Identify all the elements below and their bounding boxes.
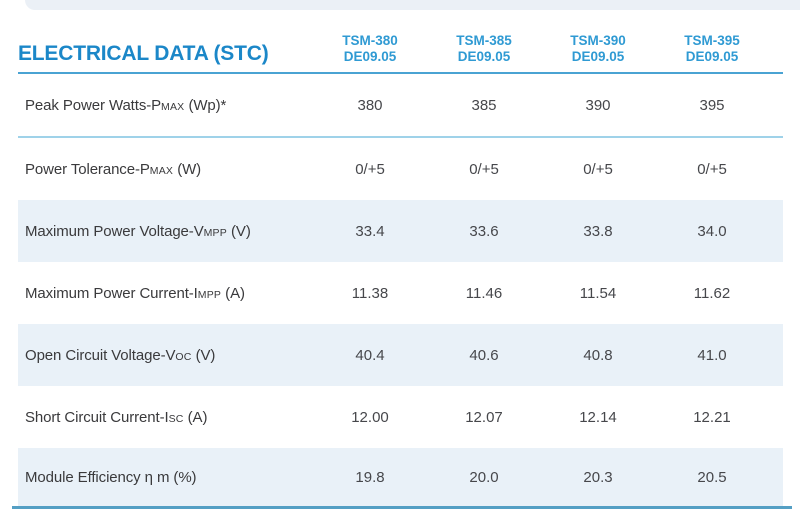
label-unit: (A) [183,408,208,426]
label-text: Peak Power Watts-P [25,96,162,114]
column-code: DE09.05 [571,49,625,65]
label-subscript: OC [175,350,192,363]
column-code: DE09.05 [343,49,397,65]
value-cell: 380 [357,96,383,114]
label-text: Power Tolerance-P [25,160,150,178]
table-row: Power Tolerance-PMAX (W) 0/+5 0/+5 0/+5 … [18,138,783,200]
value-cell: 12.07 [465,408,503,426]
label-subscript: MAX [149,164,174,177]
value-cell: 33.6 [469,222,499,240]
value-cell: 0/+5 [697,160,727,178]
label-text: Module Efficiency η m (%) [25,468,197,486]
parameter-label: Maximum Power Voltage-VMPP (V) [18,223,313,240]
value-cell: 19.8 [355,468,385,486]
parameter-label: Open Circuit Voltage-VOC (V) [18,347,313,364]
parameter-label: Maximum Power Current-IMPP (A) [18,285,313,302]
column-code: DE09.05 [457,49,511,65]
value-cell: 12.21 [693,408,731,426]
label-unit: (A) [221,284,245,302]
value-cell: 0/+5 [469,160,499,178]
value-cell: 12.14 [579,408,617,426]
value-cell: 40.8 [583,346,613,364]
value-cell: 11.38 [351,284,389,302]
parameter-label: Power Tolerance-PMAX (W) [18,161,313,178]
electrical-data-table: ELECTRICAL DATA (STC) TSM-380 DE09.05 TS… [12,0,792,509]
value-cell: 395 [699,96,725,114]
column-model: TSM-385 [456,33,512,49]
table-row: Maximum Power Voltage-VMPP (V) 33.4 33.6… [18,200,783,262]
value-cell: 0/+5 [355,160,385,178]
value-cell: 11.54 [579,284,617,302]
table-row: Short Circuit Current-ISC (A) 12.00 12.0… [18,386,783,448]
label-unit: (V) [191,346,216,364]
column-header-tsm-385: TSM-385 DE09.05 [427,33,541,72]
label-subscript: SC [168,412,184,425]
table-header-row: ELECTRICAL DATA (STC) TSM-380 DE09.05 TS… [18,0,783,74]
table-row: Peak Power Watts-PMAX (Wp)* 380 385 390 … [18,74,783,138]
value-cell: 20.5 [697,468,727,486]
value-cell: 33.4 [355,222,385,240]
value-cell: 41.0 [697,346,727,364]
value-cell: 20.0 [469,468,499,486]
label-unit: (V) [226,222,251,240]
table-rows: Peak Power Watts-PMAX (Wp)* 380 385 390 … [18,74,783,506]
column-model: TSM-395 [684,33,740,49]
value-cell: 390 [585,96,611,114]
value-cell: 40.6 [469,346,499,364]
column-header-tsm-390: TSM-390 DE09.05 [541,33,655,72]
label-text: Short Circuit Current-I [25,408,169,426]
column-header-tsm-395: TSM-395 DE09.05 [655,33,769,72]
parameter-label: Short Circuit Current-ISC (A) [18,409,313,426]
table-row: Module Efficiency η m (%) 19.8 20.0 20.3… [18,448,783,506]
label-subscript: MPP [203,226,227,239]
value-cell: 40.4 [355,346,385,364]
label-text: Maximum Power Current-I [25,284,198,302]
value-cell: 20.3 [583,468,613,486]
label-unit: (W) [173,160,202,178]
column-model: TSM-390 [570,33,626,49]
column-header-tsm-380: TSM-380 DE09.05 [313,33,427,72]
label-unit: (Wp)* [184,96,227,114]
table-bottom-rule [12,506,792,509]
label-subscript: MAX [161,100,185,113]
value-cell: 34.0 [697,222,727,240]
top-card-edge [25,0,800,10]
table-row: Maximum Power Current-IMPP (A) 11.38 11.… [18,262,783,324]
value-cell: 0/+5 [583,160,613,178]
label-text: Open Circuit Voltage-V [25,346,176,364]
value-cell: 12.00 [351,408,389,426]
table-title: ELECTRICAL DATA (STC) [18,42,269,65]
value-cell: 11.46 [465,284,503,302]
column-model: TSM-380 [342,33,398,49]
value-cell: 385 [471,96,497,114]
column-code: DE09.05 [685,49,739,65]
label-text: Maximum Power Voltage-V [25,222,204,240]
label-subscript: MPP [197,288,222,301]
value-cell: 33.8 [583,222,613,240]
value-cell: 11.62 [693,284,731,302]
parameter-label: Peak Power Watts-PMAX (Wp)* [18,97,313,114]
parameter-label: Module Efficiency η m (%) [18,469,313,486]
table-row: Open Circuit Voltage-VOC (V) 40.4 40.6 4… [18,324,783,386]
